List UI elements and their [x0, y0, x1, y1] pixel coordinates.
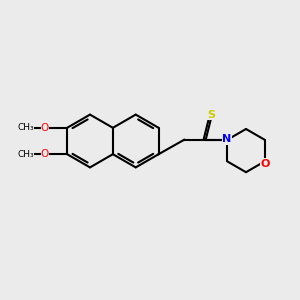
Text: O: O [40, 149, 49, 159]
Text: CH₃: CH₃ [18, 123, 34, 132]
Text: CH₃: CH₃ [18, 150, 34, 159]
Text: O: O [261, 158, 270, 169]
Text: N: N [223, 135, 232, 145]
Text: N: N [222, 134, 231, 144]
Text: O: O [40, 123, 49, 133]
Text: S: S [207, 110, 215, 120]
